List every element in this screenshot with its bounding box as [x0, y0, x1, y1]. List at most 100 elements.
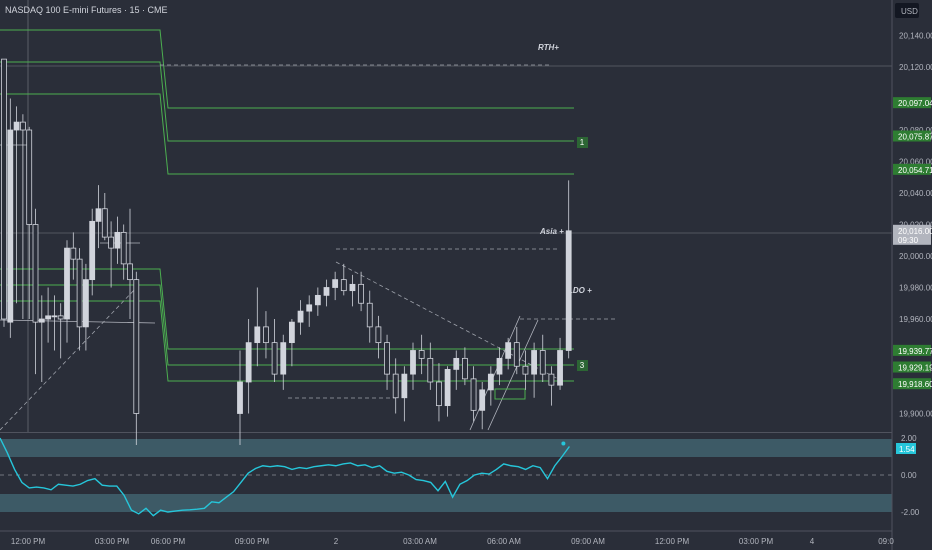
candle [505, 337, 512, 370]
candle [297, 300, 304, 335]
time-tick-label: 09:0 [878, 537, 894, 546]
candle [83, 263, 89, 351]
level-line-upper [0, 29, 574, 109]
candle-body [565, 230, 572, 351]
chart-title: NASDAQ 100 E-mini Futures · 15 · CME [5, 5, 168, 15]
currency-button[interactable]: USD [895, 3, 919, 18]
candle [418, 334, 425, 375]
candle [358, 271, 365, 312]
price-tick-label: 20,040.00 [899, 189, 932, 198]
marker-badge-3-bg [577, 360, 588, 371]
candle [565, 180, 572, 359]
candle [366, 290, 373, 343]
osc-tick-label: -2.00 [901, 508, 920, 517]
candle [410, 342, 416, 390]
currency-button-bg [895, 3, 919, 18]
candle [427, 342, 434, 390]
lower-band [0, 494, 892, 512]
candle [1, 58, 7, 327]
candle [314, 287, 321, 316]
candle-body [280, 342, 287, 375]
candle [13, 106, 20, 304]
price-label-subtext: 09:30 [898, 236, 919, 245]
candle-body [245, 342, 252, 383]
time-axis[interactable]: 12:00 PM 03:00 PM 06:00 PM 09:00 PM 2 03:00 A… [0, 530, 894, 546]
marker-badge-3[interactable]: 3 [577, 360, 588, 371]
candle [263, 311, 269, 359]
price-tick-label: 19,960.00 [899, 315, 932, 324]
candle [19, 114, 26, 319]
price-label-text: 19,918.60 [898, 380, 932, 389]
candle [496, 347, 503, 386]
oscillator-series [0, 437, 570, 517]
candle-body [496, 357, 503, 375]
price-label-bg [893, 378, 931, 390]
price-tick-label: 19,900.00 [899, 410, 932, 419]
candle-body [522, 365, 529, 375]
candle-body [26, 129, 33, 225]
candle-body [384, 342, 390, 375]
candle-body [19, 121, 26, 131]
candle-body [306, 304, 313, 312]
candle [470, 366, 477, 422]
candle-body [513, 342, 520, 367]
candle [108, 221, 114, 288]
price-label-bg [893, 344, 931, 356]
channel-line-left [469, 315, 521, 431]
candle-body [418, 350, 425, 359]
candle-body [114, 231, 121, 249]
marker-badge-1[interactable]: 1 [577, 137, 588, 148]
candle [280, 334, 287, 390]
candle-body [332, 279, 339, 288]
candle [45, 287, 51, 343]
candle-body [392, 373, 399, 399]
candle-body [127, 263, 133, 281]
candle-body [436, 381, 442, 407]
candle-body [557, 350, 563, 386]
candle [332, 271, 339, 301]
candle [392, 358, 399, 414]
candle [76, 248, 83, 351]
upper-band [0, 439, 892, 457]
time-tick-label: 12:00 PM [11, 537, 46, 546]
demand-zone-box [494, 388, 526, 400]
candle-body [76, 258, 83, 328]
candle-body [45, 315, 51, 320]
time-tick-label: 12:00 PM [655, 537, 690, 546]
candle-body [539, 350, 546, 375]
candle [254, 287, 261, 367]
candle [513, 326, 520, 375]
price-label-bg [893, 224, 931, 245]
candle [120, 224, 127, 280]
candle [453, 350, 460, 390]
candle-body [89, 220, 96, 281]
candle-body [487, 373, 494, 391]
marker-badge-3-text: 3 [580, 361, 585, 370]
candle-body [470, 378, 477, 411]
candle-body [83, 279, 89, 328]
candle [51, 295, 58, 351]
candle [323, 279, 330, 307]
annotation-asia: Asia + [539, 227, 564, 236]
candle-body [38, 318, 45, 323]
candle [32, 208, 39, 375]
oscillator-panel [0, 432, 892, 517]
time-tick-label: 06:00 PM [151, 537, 186, 546]
time-tick-label: 03:00 AM [403, 537, 437, 546]
candle [89, 208, 96, 296]
price-tick-label: 19,980.00 [899, 284, 932, 293]
candle-body [95, 208, 102, 222]
candle [38, 295, 45, 382]
candle [114, 216, 121, 264]
candle [531, 342, 537, 398]
candle [133, 271, 140, 445]
candle [271, 319, 278, 382]
candle-body [288, 321, 295, 344]
candle [306, 295, 313, 327]
time-tick-label: 09:00 PM [235, 537, 270, 546]
candle-body [444, 368, 451, 407]
candle [349, 274, 356, 307]
candle-body [254, 326, 261, 344]
price-axis[interactable]: 20,140.0020,120.0020,080.0020,060.0020,0… [891, 0, 932, 550]
